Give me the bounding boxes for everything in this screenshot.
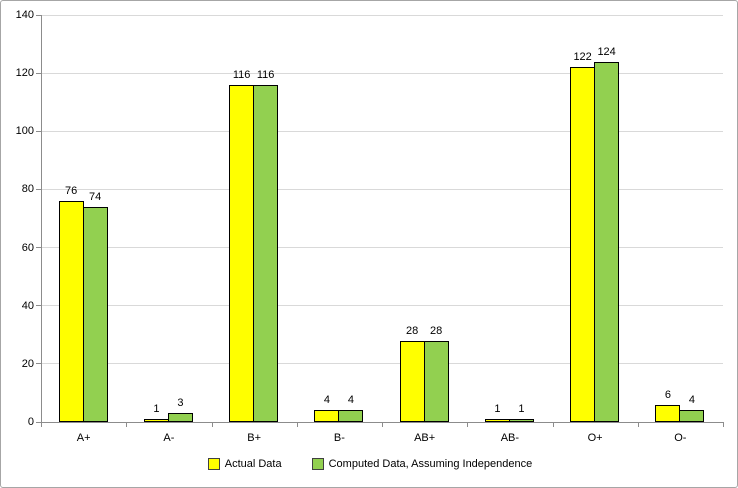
x-axis-label: A- xyxy=(163,432,175,444)
y-axis-label: 100 xyxy=(15,125,34,138)
legend-label-actual: Actual Data xyxy=(224,458,282,470)
value-label: 124 xyxy=(597,45,616,58)
y-axis-tick xyxy=(36,130,41,132)
bar-computed-AB- xyxy=(508,419,534,422)
y-axis-label: 20 xyxy=(21,357,34,370)
x-axis-label: O+ xyxy=(587,432,603,444)
legend-item-computed: Computed Data, Assuming Independence xyxy=(311,458,533,470)
x-axis-label: A+ xyxy=(76,432,91,444)
gridline xyxy=(41,72,723,74)
x-axis-tick xyxy=(637,423,639,427)
y-axis xyxy=(41,15,42,422)
value-label: 1 xyxy=(494,403,501,416)
y-axis-label: 140 xyxy=(15,9,34,21)
x-axis-tick xyxy=(126,423,128,427)
bar-actual-B+ xyxy=(229,84,255,422)
bar-actual-A- xyxy=(143,419,169,422)
value-label: 116 xyxy=(232,68,251,81)
legend: Actual Data Computed Data, Assuming Inde… xyxy=(1,458,737,470)
value-label: 4 xyxy=(347,394,354,407)
bar-computed-O- xyxy=(679,410,705,422)
value-label: 76 xyxy=(65,185,78,198)
y-axis-tick xyxy=(36,14,41,16)
value-label: 1 xyxy=(153,403,160,416)
y-axis-tick xyxy=(36,363,41,365)
legend-swatch-computed xyxy=(311,458,324,470)
bar-actual-AB+ xyxy=(399,340,425,422)
gridline xyxy=(41,130,723,132)
x-axis-label: O- xyxy=(674,432,687,444)
bar-computed-B+ xyxy=(253,84,279,422)
y-axis-tick xyxy=(36,247,41,249)
x-axis-label: AB+ xyxy=(414,432,436,444)
x-axis xyxy=(41,422,724,423)
legend-label-computed: Computed Data, Assuming Independence xyxy=(328,458,533,470)
x-axis-tick xyxy=(467,423,469,427)
y-axis-tick xyxy=(36,72,41,74)
bar-actual-O+ xyxy=(570,67,596,422)
bar-actual-B- xyxy=(314,410,340,422)
x-axis-tick xyxy=(211,423,213,427)
x-axis-label: AB- xyxy=(500,432,520,444)
legend-swatch-actual xyxy=(207,458,220,470)
y-axis-tick xyxy=(36,305,41,307)
y-axis-label: 0 xyxy=(27,416,34,428)
x-axis-tick xyxy=(296,423,298,427)
x-axis-label: B+ xyxy=(247,432,261,444)
gridline xyxy=(41,188,723,190)
value-label: 28 xyxy=(406,324,419,337)
value-label: 4 xyxy=(323,394,330,407)
x-axis-tick xyxy=(723,423,724,427)
x-axis-tick xyxy=(382,423,383,427)
gridline xyxy=(41,247,723,249)
y-axis-tick xyxy=(36,188,41,190)
bar-actual-AB- xyxy=(484,419,510,422)
bar-computed-B- xyxy=(338,410,364,422)
y-axis-label: 120 xyxy=(15,67,34,80)
bar-computed-A- xyxy=(167,413,193,422)
value-label: 74 xyxy=(89,190,102,203)
value-label: 6 xyxy=(664,388,671,401)
value-label: 1 xyxy=(518,403,525,416)
gridline xyxy=(41,305,723,307)
y-axis-label: 80 xyxy=(21,183,34,196)
x-axis-tick xyxy=(41,423,42,427)
x-axis-label: B- xyxy=(333,432,345,444)
bar-computed-O+ xyxy=(594,61,620,422)
value-label: 28 xyxy=(430,324,443,337)
gridline xyxy=(41,363,723,365)
bar-actual-A+ xyxy=(58,201,84,422)
value-label: 122 xyxy=(573,51,592,64)
bar-computed-A+ xyxy=(82,206,108,422)
y-axis-label: 40 xyxy=(21,299,34,312)
gridline xyxy=(41,14,723,16)
y-axis-label: 60 xyxy=(21,241,34,254)
x-axis-tick xyxy=(552,423,554,427)
value-label: 116 xyxy=(256,68,275,81)
value-label: 3 xyxy=(177,397,184,410)
y-axis-tick xyxy=(36,421,41,423)
legend-item-actual: Actual Data xyxy=(207,458,282,470)
bar-computed-AB+ xyxy=(423,340,449,422)
value-label: 4 xyxy=(688,394,695,407)
